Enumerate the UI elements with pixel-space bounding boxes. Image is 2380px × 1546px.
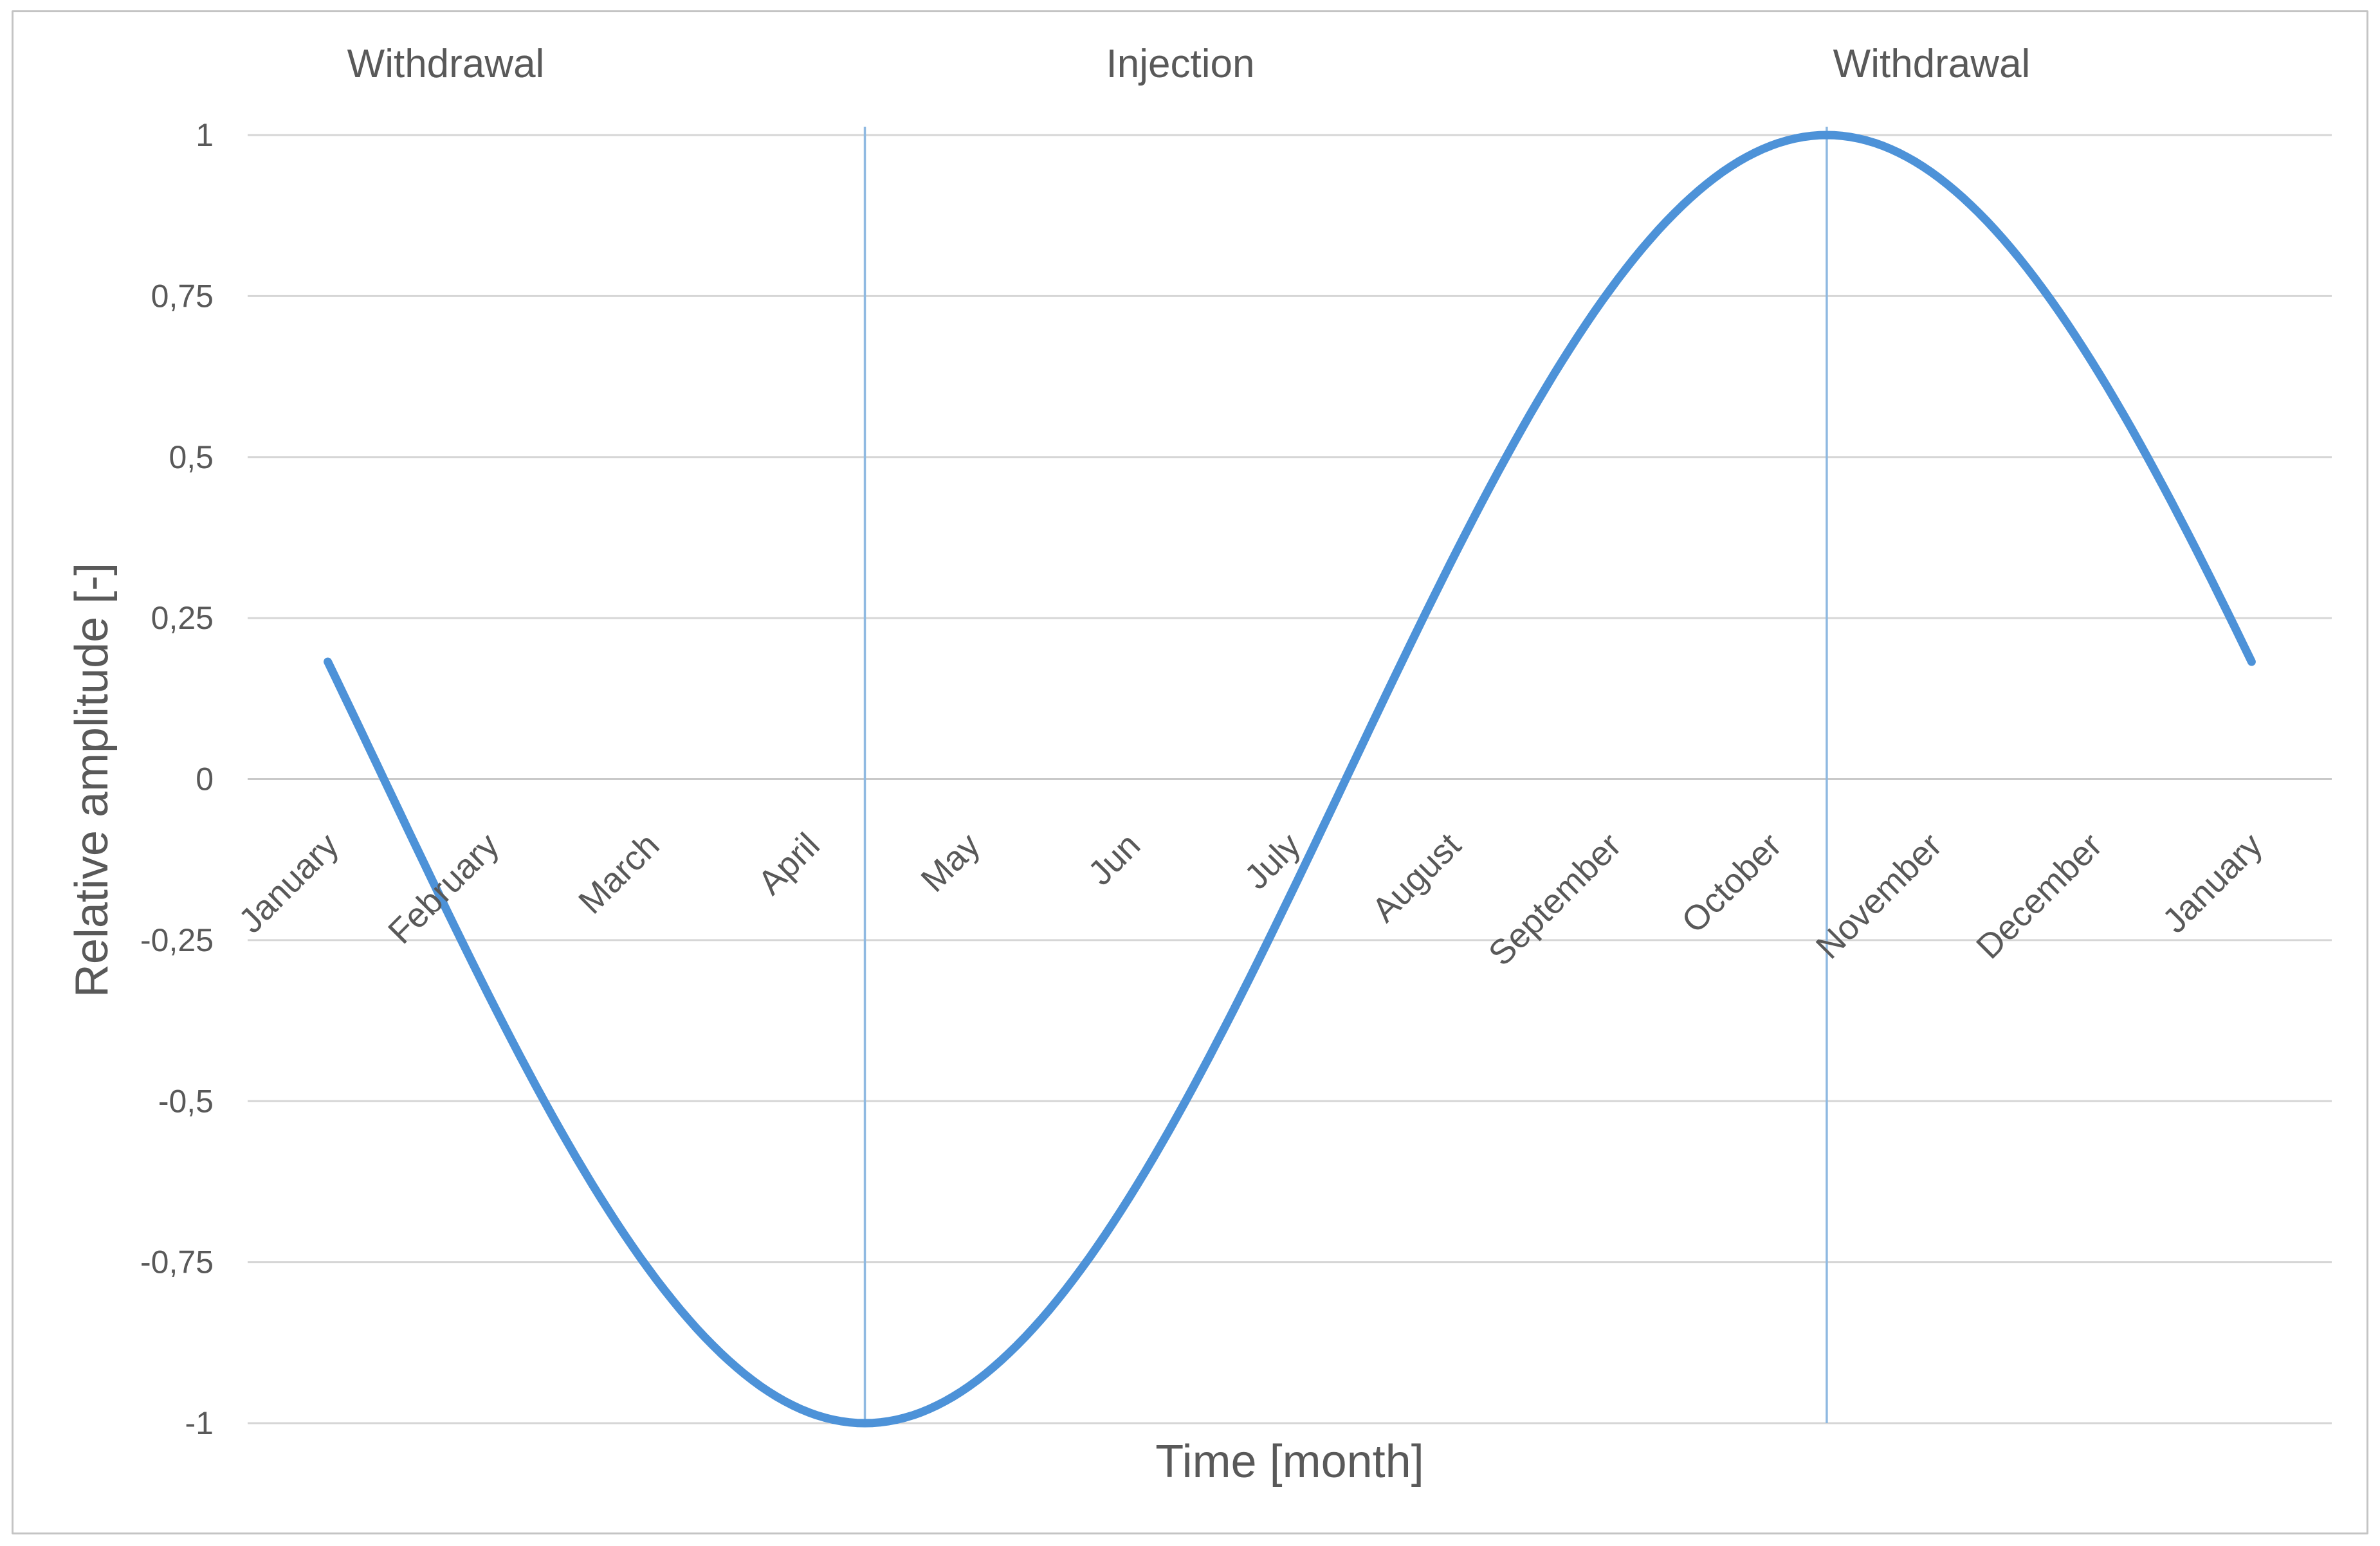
y-tick-label--0,75: -0,75 — [140, 1244, 214, 1280]
x-tick-label-may-4: May — [913, 826, 987, 900]
y-tick-label--1: -1 — [185, 1405, 214, 1441]
x-tick-label-january-0: January — [232, 826, 346, 940]
amplitude-curve — [324, 131, 2256, 1428]
x-tick-label-february-1: February — [381, 826, 506, 951]
x-tick-label-january-12: January — [2156, 826, 2270, 940]
y-tick-label-0: 0 — [196, 761, 214, 797]
x-tick-label-jun-5: Jun — [1081, 826, 1148, 893]
y-tick-label--0,5: -0,5 — [158, 1083, 214, 1119]
zone-label-injection: Injection — [1106, 42, 1255, 86]
x-tick-label-december-11: December — [1969, 826, 2110, 967]
y-tick-label-1: 1 — [196, 117, 214, 153]
y-tick-label-0,5: 0,5 — [169, 439, 214, 475]
y-tick-label-0,75: 0,75 — [151, 278, 214, 314]
zone-label-withdrawal-2: Withdrawal — [1833, 42, 2031, 86]
y-axis-title: Relative amplitude [-] — [66, 562, 118, 998]
y-tick-label-0,25: 0,25 — [151, 600, 214, 636]
x-tick-label-april-3: April — [751, 826, 827, 902]
y-tick-label--0,25: -0,25 — [140, 922, 214, 958]
x-tick-label-november-10: November — [1809, 826, 1950, 967]
figure-border — [12, 10, 2368, 1534]
x-axis-title: Time [month] — [1155, 1436, 1424, 1487]
x-tick-label-march-2: March — [571, 826, 667, 922]
x-tick-label-august-7: August — [1364, 826, 1468, 929]
x-tick-label-september-8: September — [1481, 826, 1629, 973]
x-tick-label-october-9: October — [1674, 826, 1789, 940]
zone-label-withdrawal-1: Withdrawal — [347, 42, 545, 86]
